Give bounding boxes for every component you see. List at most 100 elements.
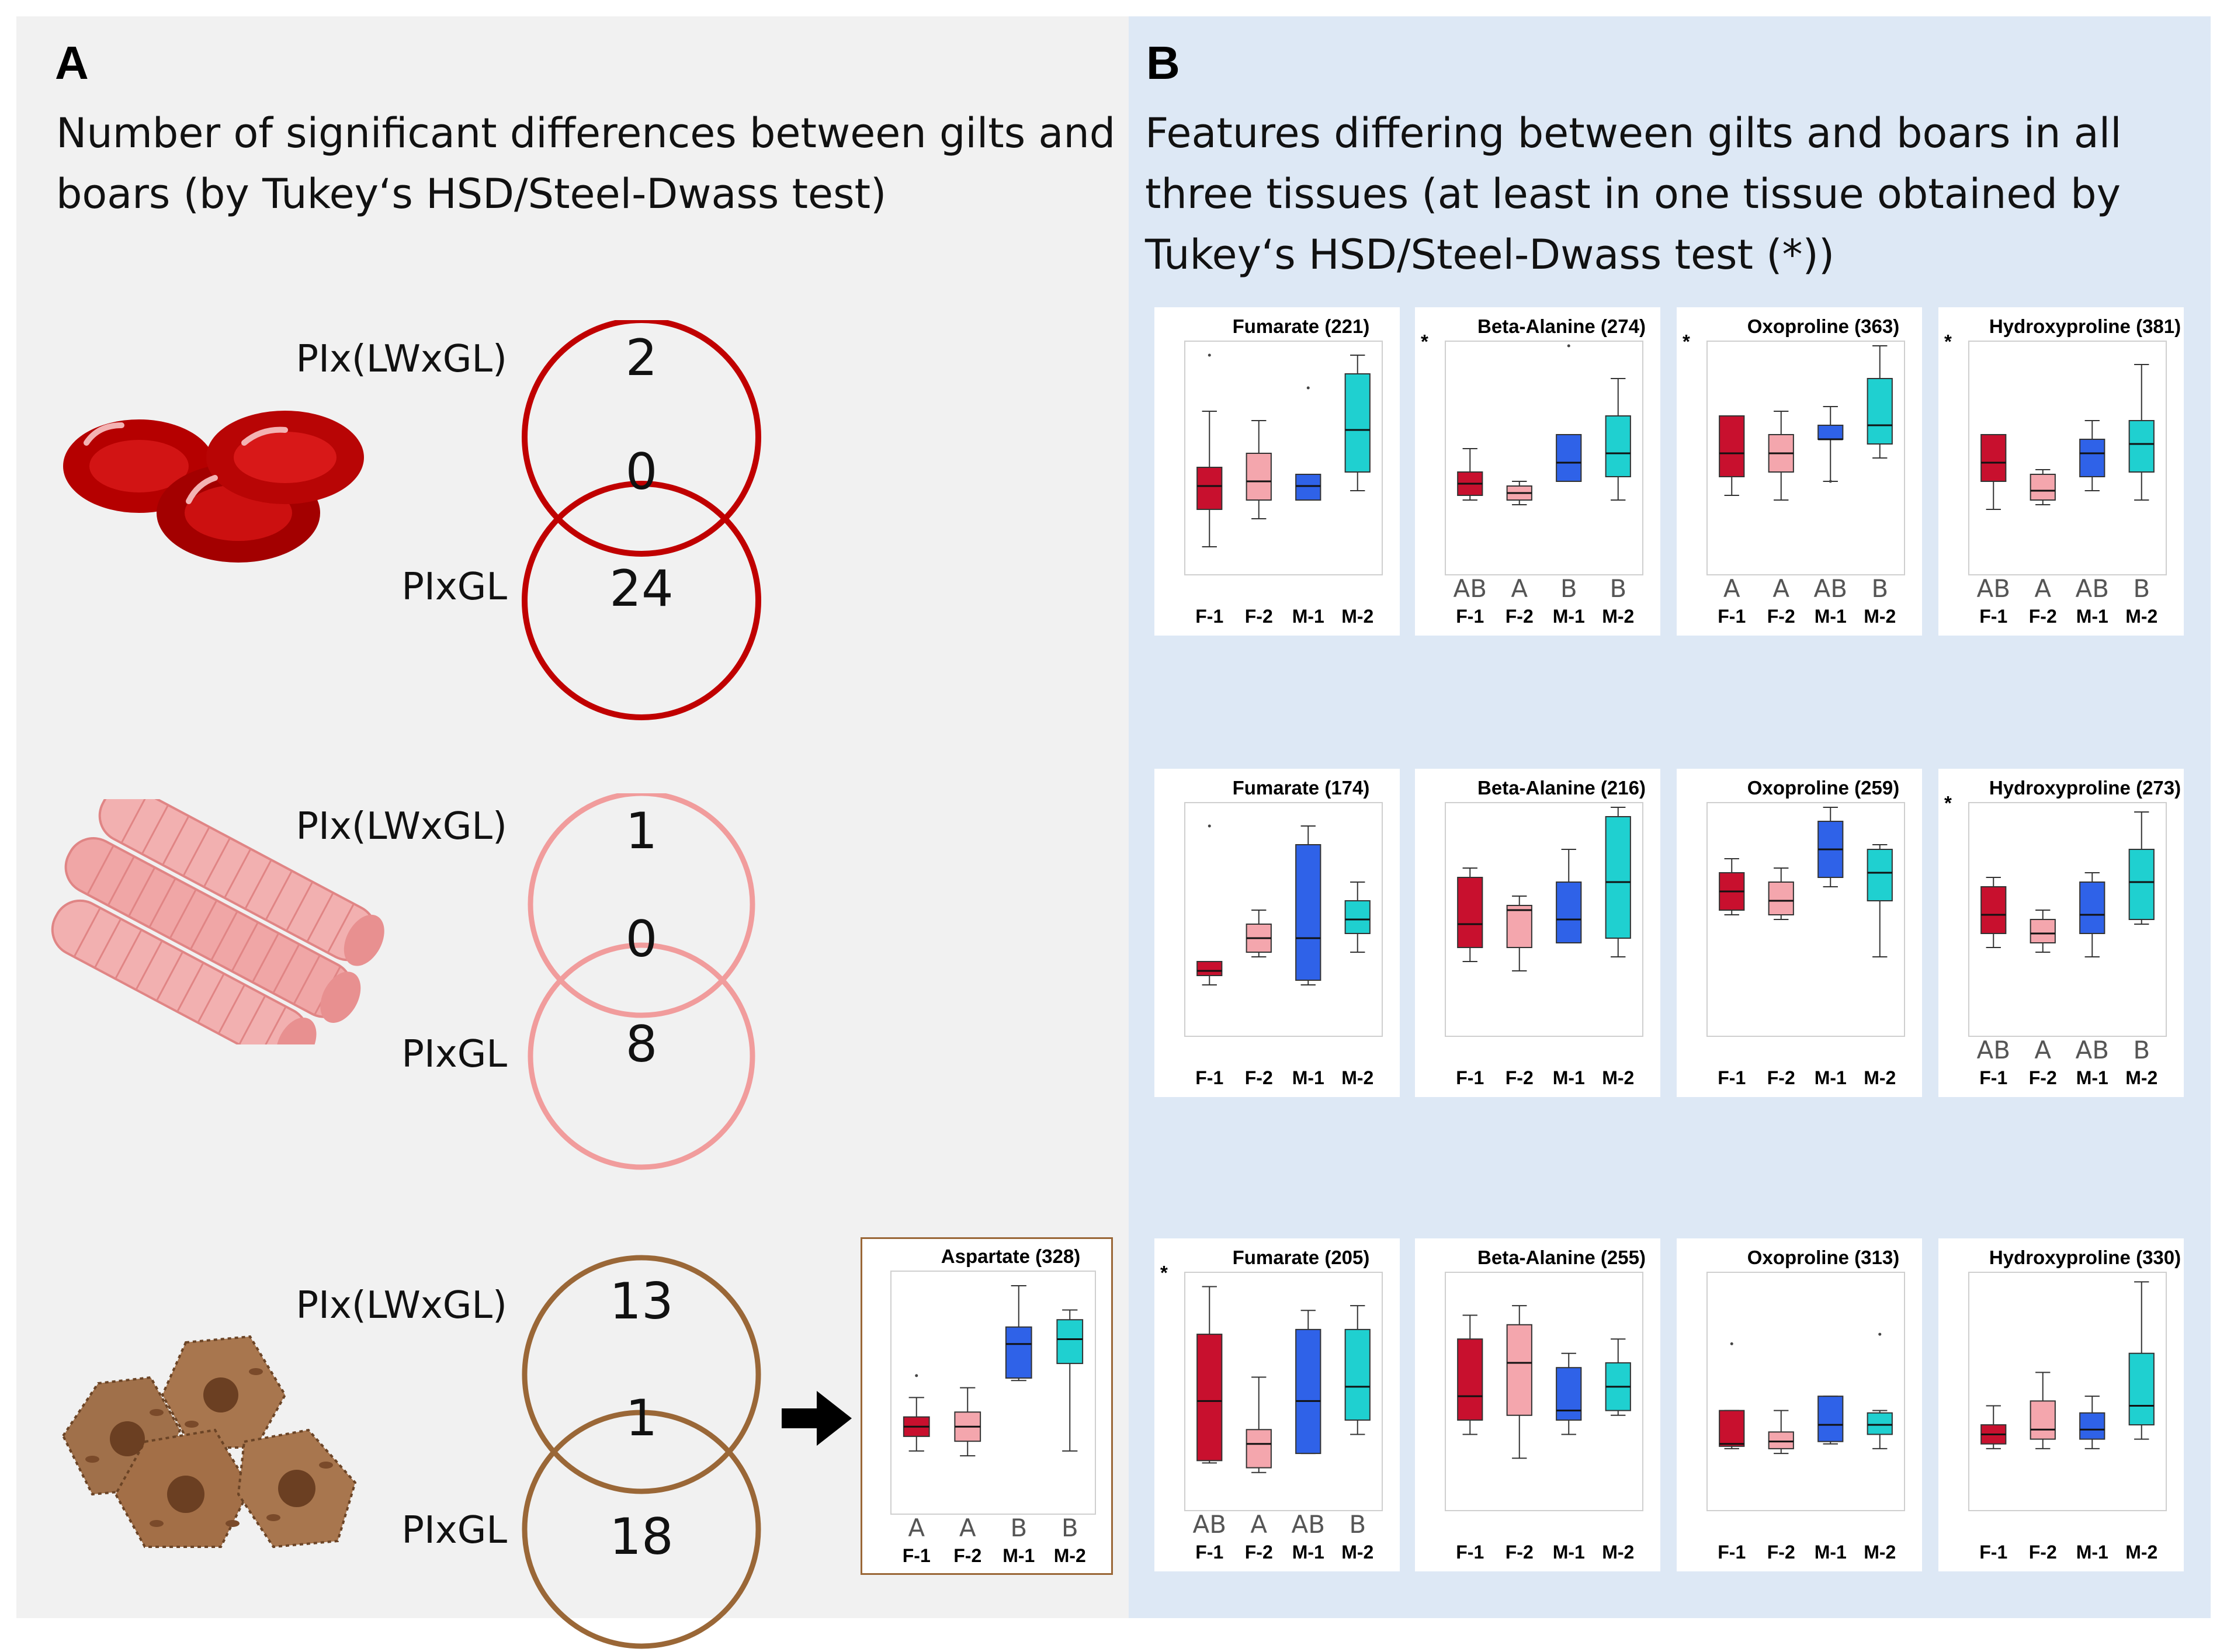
group-label: M-1 [2076,1542,2108,1563]
group-letter: A [1250,1510,1267,1539]
group-label: F-2 [1245,1542,1273,1563]
group-label: F-1 [1195,606,1223,627]
box-M-1 [1295,844,1321,981]
boxplot-oxoproline-363: Oxoproline (363) * F-1 A F-2 A M-1 AB M-2 B [1677,307,1922,636]
box-F-2 [1246,1429,1272,1469]
box-M-1 [1295,474,1321,501]
group-label: M-2 [1602,606,1634,627]
group-label: M-2 [1341,1067,1373,1088]
group-label: F-2 [1767,606,1795,627]
group-letter: B [2133,574,2150,603]
box-F-1 [1196,1334,1223,1462]
venn-label-top: PIx(LWxGL) [296,805,507,848]
box-M-2 [1867,378,1893,445]
plot-title: Fumarate (221) [1233,315,1370,337]
box-F-2 [2030,474,2056,501]
box-M-1 [1817,1396,1844,1442]
plot-title: Fumarate (174) [1233,777,1370,799]
plot-title: Oxoproline (259) [1747,777,1899,799]
group-letter: A [908,1514,925,1542]
venn-count-top: 1 [625,802,658,860]
group-label: M-2 [2125,1542,2157,1563]
venn-label-top: PIx(LWxGL) [296,338,507,381]
box-M-1 [2079,1412,2105,1440]
box-M-2 [2128,420,2155,473]
group-letter: B [1349,1510,1366,1539]
venn-count-top: 2 [625,329,658,387]
venn-count-top: 13 [609,1272,674,1331]
plot-title: Hydroxyproline (381) [1989,315,2181,337]
group-label: M-2 [1341,606,1373,627]
box-M-1 [1556,1367,1582,1421]
group-label: F-1 [1456,1542,1484,1563]
box-F-1 [1196,467,1223,510]
box-F-1 [1719,1410,1745,1447]
group-letter: AB [1976,1036,2010,1064]
group-letter: A [1511,574,1528,603]
group-label: F-1 [1456,1067,1484,1088]
group-letter: A [2034,574,2051,603]
group-label: M-1 [1292,1542,1324,1563]
boxplot-hydroxyproline-330: Hydroxyproline (330) F-1 F-2 M-1 M-2 [1938,1238,2184,1571]
box-F-1 [1719,415,1745,477]
box-M-1 [1556,434,1582,482]
group-label: M-1 [1292,1067,1324,1088]
group-label: F-1 [1718,606,1746,627]
plot-area [1706,802,1905,1037]
group-label: M-1 [1815,606,1847,627]
outlier-point [1730,1342,1733,1345]
group-label: M-1 [2076,606,2108,627]
plot-title: Aspartate (328) [941,1245,1080,1267]
venn-label-bottom: PIxGL [401,1509,507,1552]
boxplot-hydroxyproline-381: Hydroxyproline (381) * F-1 AB F-2 A M-1 AB M-2 B [1938,307,2184,636]
box-M-2 [1344,1328,1371,1421]
plot-title: Fumarate (205) [1233,1247,1370,1268]
panel-a-title: Number of significant differences betwee… [56,109,1116,218]
box-F-2 [1768,1431,1794,1449]
plot-area [1706,1272,1905,1511]
group-label: F-2 [1767,1067,1795,1088]
plot-title: Beta-Alanine (216) [1477,777,1646,799]
group-letter: AB [1291,1510,1325,1539]
group-label: F-1 [1195,1067,1223,1088]
box-M-2 [1344,900,1371,934]
outlier-point [1306,386,1310,390]
plot-title: Beta-Alanine (255) [1477,1247,1646,1268]
red-blood-cells-icon [63,411,364,563]
box-F-2 [1506,905,1532,948]
group-letter: B [2133,1036,2150,1064]
venn-circles [522,320,761,720]
boxplot-aspartate-328: Aspartate (328) F-1 A F-2 A M-1 B M-2 B [861,1237,1113,1575]
group-label: M-1 [1815,1067,1847,1088]
outlier-point [1208,353,1211,357]
venn-count-bottom: 8 [625,1015,658,1074]
plot-title: Hydroxyproline (273) [1989,777,2181,799]
panel-b-letter: B [1146,37,1180,89]
box-M-1 [1295,1328,1321,1455]
group-label: F-2 [2029,1067,2057,1088]
group-letter: AB [1813,574,1847,603]
group-label: F-1 [1718,1542,1746,1563]
box-M-2 [1867,849,1893,901]
group-label: M-2 [1864,1067,1896,1088]
group-label: M-1 [1553,606,1585,627]
significance-star: * [1683,331,1690,352]
box-M-1 [1556,881,1582,943]
group-label: F-2 [1506,1067,1534,1088]
group-letter: AB [2075,1036,2109,1064]
box-F-2 [1768,881,1794,915]
box-F-2 [1506,1324,1532,1416]
group-label: M-1 [1292,606,1324,627]
arrow-right-icon [782,1391,852,1446]
boxplot-oxoproline-259: Oxoproline (259) F-1 F-2 M-1 M-2 [1677,769,1922,1097]
box-F-1 [1980,434,2007,482]
group-label: F-2 [2029,606,2057,627]
box-M-1 [2079,439,2105,477]
plot-title: Oxoproline (313) [1747,1247,1899,1268]
outlier-point [1208,824,1211,828]
significance-star: * [1944,331,1952,352]
group-label: M-2 [1602,1542,1634,1563]
box-M-1 [1005,1326,1032,1379]
box-F-1 [1980,886,2007,934]
group-label: F-1 [903,1545,931,1566]
